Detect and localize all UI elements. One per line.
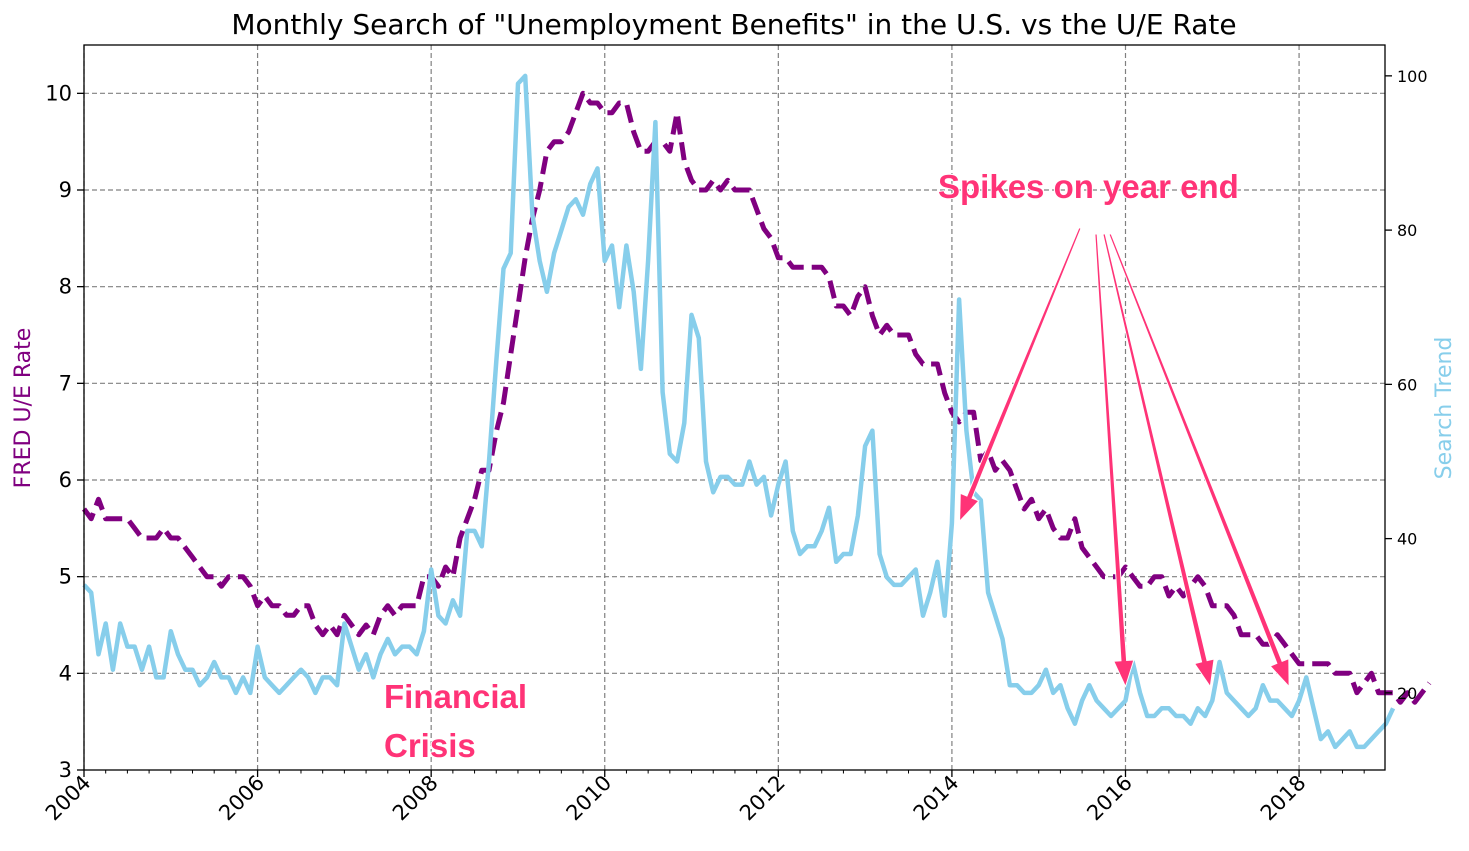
right-y-tick-label: 100 (1397, 67, 1428, 86)
annotation-arrow-2014 (959, 226, 1082, 523)
annotation-arrow-2017 (1102, 233, 1215, 688)
right-y-tick-label: 20 (1397, 684, 1417, 703)
x-tick-label: 2016 (1082, 771, 1137, 826)
series-line-search-trend (82, 73, 1396, 750)
x-tick-label: 2010 (562, 771, 617, 826)
annotation-financial-label: Financial (384, 678, 527, 715)
left-y-tick-label: 6 (59, 468, 72, 492)
left-y-tick-label: 8 (59, 275, 72, 299)
x-tick-label: 2014 (909, 771, 964, 826)
left-y-axis: 3 4 5 6 7 8 9 10 (45, 81, 84, 782)
right-y-axis: 20 40 60 80 100 (1385, 67, 1428, 703)
annotation-arrow-2016 (1094, 233, 1135, 688)
annotation-spikes-label: Spikes on year end (938, 168, 1239, 205)
x-tick-label: 2018 (1256, 771, 1311, 826)
left-y-axis-label: FRED U/E Rate (11, 328, 36, 489)
x-axis: 2004 2006 2008 2010 2012 2014 2016 2018 (41, 770, 1365, 826)
left-y-tick-label: 9 (59, 178, 72, 202)
left-y-tick-label: 7 (59, 371, 72, 395)
annotations: Spikes on year end Financial Crisis (383, 167, 1290, 765)
annotation-crisis-label: Crisis (384, 727, 476, 764)
grid (83, 45, 1385, 770)
left-y-tick-label: 4 (59, 661, 72, 685)
right-y-tick-label: 60 (1397, 375, 1417, 394)
left-y-tick-label: 5 (59, 565, 72, 589)
right-y-tick-label: 80 (1397, 221, 1417, 240)
left-y-tick-label: 3 (59, 758, 72, 782)
left-y-tick-label: 10 (45, 81, 72, 105)
x-tick-label: 2012 (735, 771, 790, 826)
series-line-ue-rate (81, 90, 1432, 705)
annotation-arrow-2018 (1108, 232, 1290, 688)
x-tick-label: 2008 (388, 771, 443, 826)
series-layer (81, 73, 1432, 750)
plot-area (83, 44, 1386, 771)
chart-title: Monthly Search of "Unemployment Benefits… (231, 8, 1236, 41)
right-y-tick-label: 40 (1397, 530, 1417, 549)
x-tick-label: 2006 (214, 771, 269, 826)
right-y-axis-label: Search Trend (1432, 337, 1457, 480)
